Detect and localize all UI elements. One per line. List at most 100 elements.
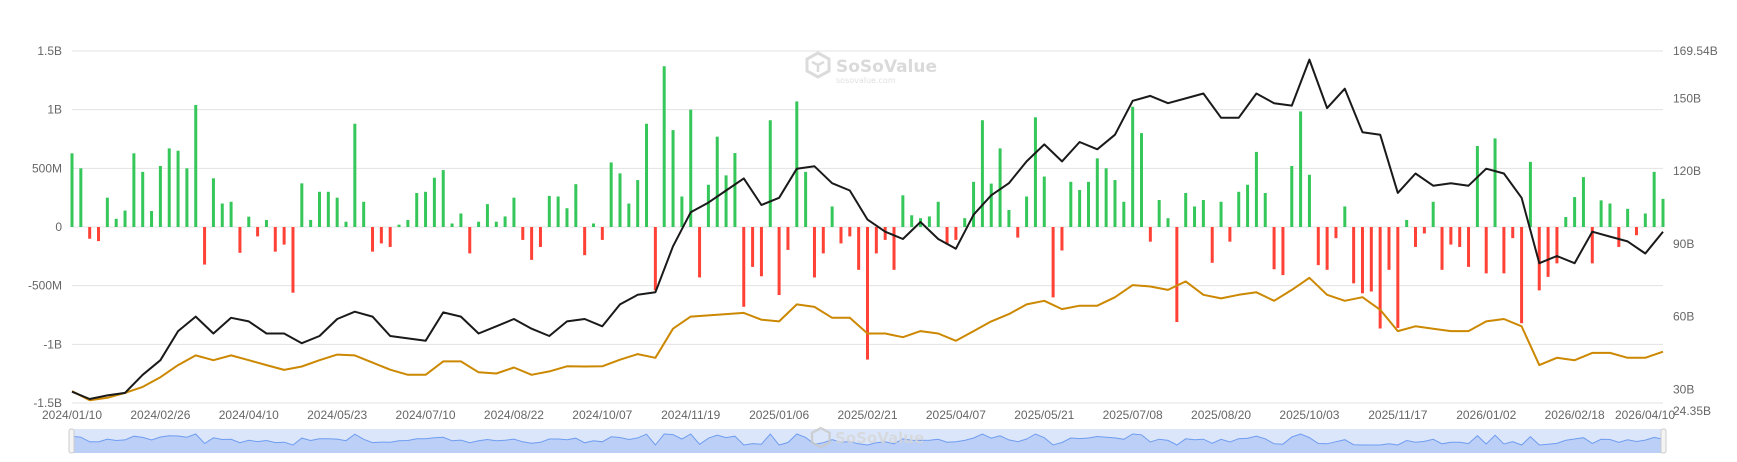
outflow-bar (1484, 227, 1488, 274)
left-tick-label: 0 (55, 220, 62, 234)
inflow-bar (724, 175, 728, 227)
navigator-line (71, 433, 1664, 446)
navigator-left-handle[interactable] (68, 428, 75, 454)
inflow-bar (1564, 217, 1568, 227)
navigator-right-handle[interactable] (1660, 428, 1667, 454)
outflow-bar (1281, 227, 1285, 276)
inflow-bar (167, 148, 171, 227)
outflow-bar (1210, 227, 1214, 263)
inflow-bar (512, 197, 516, 227)
outflow-bar (1546, 227, 1550, 277)
watermark-brand: SoSoValue (836, 57, 937, 77)
outflow-bar (379, 227, 383, 244)
outflow-bar (1617, 227, 1621, 247)
inflow-bar (450, 223, 454, 227)
outflow-bar (1378, 227, 1382, 329)
inflow-bar (1581, 177, 1585, 227)
outflow-bar (1414, 227, 1418, 247)
outflow-bar (97, 227, 101, 242)
inflow-bar (1254, 151, 1258, 227)
inflow-bar (406, 219, 410, 227)
inflow-bar (485, 204, 489, 227)
inflow-bar (132, 153, 136, 227)
inflow-bar (618, 173, 622, 227)
inflow-bar (317, 191, 321, 227)
left-tick-label: -1B (43, 337, 62, 351)
outflow-bar (521, 227, 525, 240)
inflow-bar (1290, 165, 1294, 227)
inflow-bar (1007, 209, 1011, 227)
right-tick-label: 60B (1673, 310, 1694, 324)
inflow-bar (432, 177, 436, 227)
outflow-bar (388, 227, 392, 247)
x-tick-label: 2026/02/18 (1545, 408, 1605, 422)
line-series (71, 58, 1664, 402)
outflow-bar (1272, 227, 1276, 270)
inflow-bar (1528, 161, 1532, 227)
x-tick-label: 2024/05/23 (307, 408, 367, 422)
inflow-bar (335, 197, 339, 227)
inflow-bar (220, 203, 224, 227)
outflow-bar (1634, 227, 1638, 236)
outflow-bar (1440, 227, 1444, 270)
navigator-area (72, 434, 1663, 453)
outflow-bar (777, 227, 781, 296)
x-tick-label: 2025/10/03 (1279, 408, 1339, 422)
inflow-bar (229, 201, 233, 227)
right-tick-label: 90B (1673, 237, 1694, 251)
inflow-bar (1104, 168, 1108, 227)
inflow-bar (715, 136, 719, 227)
outflow-bar (1396, 227, 1400, 328)
inflow-bar (114, 218, 118, 227)
outflow-bar (1060, 227, 1064, 251)
inflow-bar (1131, 106, 1135, 227)
inflow-bar (477, 221, 481, 227)
inflow-bar (591, 223, 595, 227)
range-navigator[interactable]: SoSoValue (68, 426, 1667, 454)
inflow-bar (185, 168, 189, 227)
x-tick-label: 2024/02/26 (130, 408, 190, 422)
outflow-bar (1360, 227, 1364, 294)
outflow-bar (1449, 227, 1453, 245)
x-tick-label: 2025/04/07 (926, 408, 986, 422)
inflow-bar (141, 171, 145, 227)
inflow-bar (1263, 192, 1267, 227)
inflow-bar (459, 213, 463, 227)
inflow-bar (556, 196, 560, 227)
inflow-bar (927, 216, 931, 227)
inflow-bar (547, 195, 551, 227)
inflow-bar (70, 153, 74, 227)
left-tick-label: -500M (28, 279, 62, 293)
navigator-watermark: SoSoValue (810, 426, 924, 449)
x-tick-label: 2024/01/10 (42, 408, 102, 422)
inflow-bar (424, 191, 428, 227)
right-tick-label: 169.54B (1673, 44, 1718, 58)
inflow-bar (211, 178, 215, 227)
x-tick-label: 2024/08/22 (484, 408, 544, 422)
inflow-bar (158, 165, 162, 227)
outflow-bar (371, 227, 375, 252)
outflow-bar (538, 227, 542, 247)
inflow-bar (1626, 208, 1630, 227)
outflow-bar (1175, 227, 1179, 323)
outflow-bar (468, 227, 472, 254)
x-tick-label: 2024/04/10 (219, 408, 279, 422)
inflow-bar (963, 218, 967, 227)
inflow-bar (1599, 200, 1603, 227)
x-tick-label: 2026/04/10 (1615, 408, 1675, 422)
x-axis: 2024/01/10 2024/02/26 2024/04/10 2024/05/23… (42, 408, 1675, 422)
inflow-bar (1140, 133, 1144, 227)
black-line-series (71, 58, 1664, 400)
inflow-bar (441, 170, 445, 227)
outflow-bar (1502, 227, 1506, 274)
inflow-bar (795, 101, 799, 227)
inflow-bar (1193, 206, 1197, 227)
inflow-bar (910, 215, 914, 227)
outflow-bar (282, 227, 286, 245)
inflow-bar (1405, 219, 1409, 227)
outflow-bar (839, 227, 843, 244)
inflow-bar (989, 183, 993, 227)
inflow-bar (309, 219, 313, 227)
inflow-bar (326, 191, 330, 227)
outflow-bar (600, 227, 604, 240)
